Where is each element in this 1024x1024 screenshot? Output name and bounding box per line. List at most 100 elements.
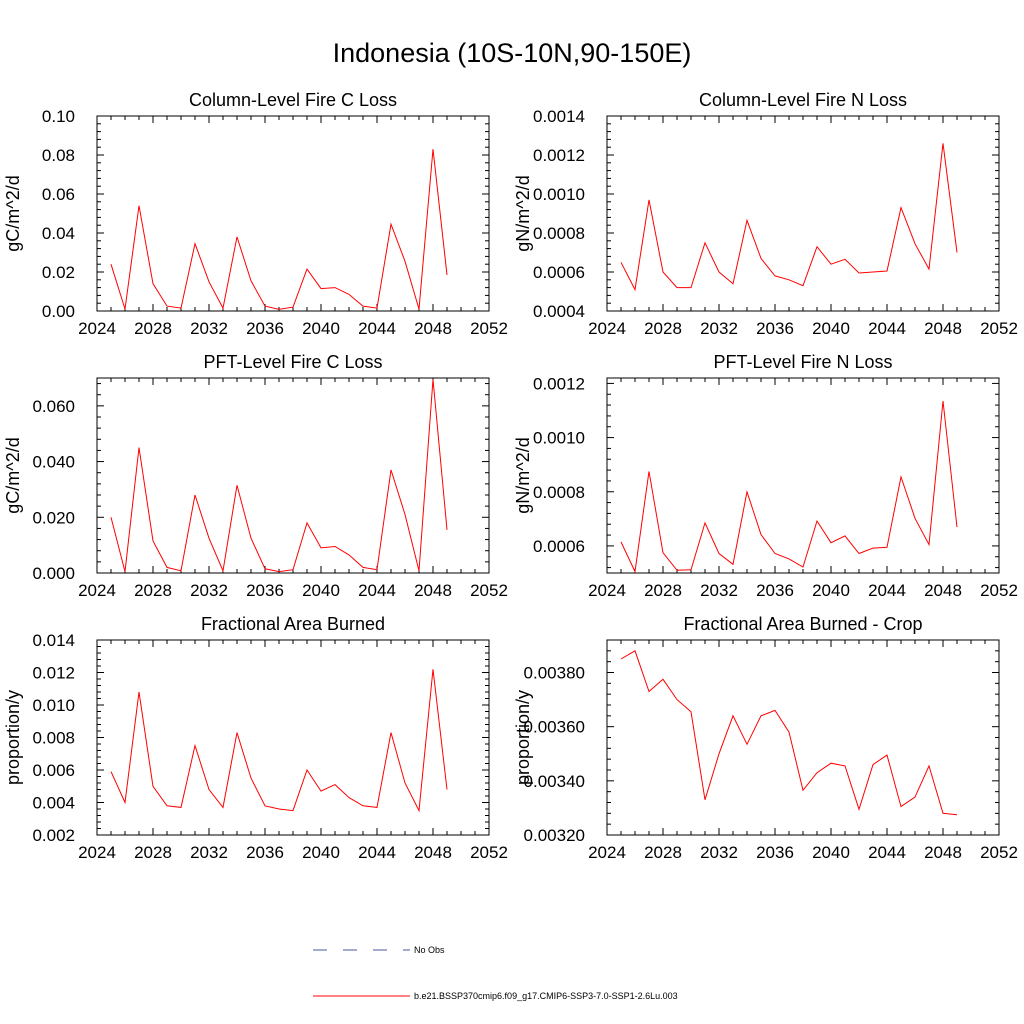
y-tick-label: 0.004 (32, 794, 75, 813)
x-tick-label: 2044 (868, 843, 906, 862)
plot-frame (606, 115, 1000, 312)
x-tick-label: 2024 (588, 319, 626, 338)
y-tick-label: 0.012 (32, 664, 75, 683)
y-tick-label: 0.040 (32, 453, 75, 472)
y-tick-label: 0.06 (42, 185, 75, 204)
chart-panel-2: Column-Level Fire N Loss gN/m^2/d 2024 2028… (513, 90, 1018, 338)
x-tick-label: 2024 (78, 843, 116, 862)
x-tick-label: 2040 (302, 581, 340, 600)
y-tick-label: 0.00380 (524, 664, 585, 683)
chart-panel-4: PFT-Level Fire N Loss gN/m^2/d 2024 2028 203… (513, 352, 1018, 600)
x-tick-label: 2052 (470, 581, 508, 600)
y-axis-label: gC/m^2/d (3, 437, 23, 513)
y-tick-label: 0.0006 (533, 537, 585, 556)
x-tick-label: 2044 (868, 319, 906, 338)
y-axis-label: proportion/y (513, 690, 533, 785)
x-tick-label: 2052 (980, 581, 1018, 600)
x-tick-label: 2032 (190, 581, 228, 600)
y-tick-label: 0.00 (42, 302, 75, 321)
series-line (620, 143, 958, 292)
x-tick-label: 2028 (134, 581, 172, 600)
y-tick-label: 0.0008 (533, 483, 585, 502)
y-tick-label: 0.008 (32, 729, 75, 748)
figure-title: Indonesia (10S-10N,90-150E) (332, 38, 692, 68)
x-tick-label: 2048 (414, 581, 452, 600)
plot-frame (606, 639, 1000, 836)
x-tick-label: 2044 (358, 843, 396, 862)
y-tick-label: 0.0010 (533, 429, 585, 448)
x-tick-label: 2036 (756, 581, 794, 600)
x-tick-label: 2052 (980, 319, 1018, 338)
y-tick-label: 0.02 (42, 263, 75, 282)
legend: No Obs b.e21.BSSP370cmip6.f09_g17.CMIP6-… (313, 945, 678, 1001)
y-tick-label: 0.0014 (533, 107, 585, 126)
x-tick-label: 2036 (246, 581, 284, 600)
legend-label-no-obs: No Obs (414, 945, 445, 955)
series-line (110, 669, 448, 813)
panel-title: Column-Level Fire N Loss (699, 90, 907, 110)
x-tick-label: 2036 (246, 319, 284, 338)
x-tick-label: 2032 (190, 319, 228, 338)
panel-title: PFT-Level Fire N Loss (713, 352, 892, 372)
y-tick-label: 0.0006 (533, 263, 585, 282)
plot-frame (96, 639, 490, 836)
series-line (110, 149, 448, 310)
chart-panel-5: Fractional Area Burned proportion/y 2024 20… (3, 614, 508, 862)
x-tick-label: 2028 (644, 319, 682, 338)
y-tick-label: 0.060 (32, 397, 75, 416)
x-tick-label: 2040 (302, 843, 340, 862)
y-tick-label: 0.0004 (533, 302, 585, 321)
y-tick-label: 0.00360 (524, 718, 585, 737)
panel-title: PFT-Level Fire C Loss (203, 352, 382, 372)
x-tick-label: 2040 (812, 843, 850, 862)
x-tick-label: 2048 (414, 319, 452, 338)
x-tick-label: 2040 (812, 319, 850, 338)
y-tick-label: 0.0012 (533, 146, 585, 165)
x-tick-label: 2044 (358, 581, 396, 600)
series-line (110, 379, 448, 573)
x-tick-label: 2032 (700, 319, 738, 338)
chart-panel-6: Fractional Area Burned - Crop proportion/… (513, 614, 1018, 862)
y-axis-label: gC/m^2/d (3, 175, 23, 251)
y-axis-label: gN/m^2/d (513, 437, 533, 513)
x-tick-label: 2036 (246, 843, 284, 862)
x-tick-label: 2032 (190, 843, 228, 862)
y-tick-label: 0.002 (32, 826, 75, 845)
x-tick-label: 2048 (414, 843, 452, 862)
x-tick-label: 2024 (78, 319, 116, 338)
y-tick-label: 0.010 (32, 696, 75, 715)
y-tick-label: 0.020 (32, 508, 75, 527)
x-tick-label: 2024 (588, 843, 626, 862)
chart-panel-3: PFT-Level Fire C Loss gC/m^2/d 2024 2028 203… (3, 352, 508, 600)
x-tick-label: 2052 (470, 843, 508, 862)
panel-title: Fractional Area Burned (201, 614, 385, 634)
series-line (620, 400, 958, 574)
panel-title: Fractional Area Burned - Crop (683, 614, 922, 634)
x-tick-label: 2032 (700, 843, 738, 862)
y-axis-label: proportion/y (3, 690, 23, 785)
x-tick-label: 2036 (756, 319, 794, 338)
x-tick-label: 2028 (134, 319, 172, 338)
y-tick-label: 0.00320 (524, 826, 585, 845)
panel-title: Column-Level Fire C Loss (189, 90, 397, 110)
x-tick-label: 2024 (78, 581, 116, 600)
chart-panel-1: Column-Level Fire C Loss gC/m^2/d 2024 2028… (3, 90, 508, 338)
y-tick-label: 0.000 (32, 564, 75, 583)
y-tick-label: 0.0012 (533, 374, 585, 393)
x-tick-label: 2048 (924, 319, 962, 338)
plot-frame (96, 377, 490, 574)
x-tick-label: 2052 (470, 319, 508, 338)
y-tick-label: 0.0008 (533, 224, 585, 243)
x-tick-label: 2028 (134, 843, 172, 862)
x-tick-label: 2052 (980, 843, 1018, 862)
legend-label-model: b.e21.BSSP370cmip6.f09_g17.CMIP6-SSP3-7.… (414, 991, 678, 1001)
y-tick-label: 0.10 (42, 107, 75, 126)
y-tick-label: 0.00340 (524, 772, 585, 791)
x-tick-label: 2028 (644, 581, 682, 600)
x-tick-label: 2044 (868, 581, 906, 600)
panels: Column-Level Fire C Loss gC/m^2/d 2024 2028… (3, 90, 1018, 862)
plot-frame (606, 377, 1000, 574)
y-axis-label: gN/m^2/d (513, 175, 533, 251)
y-tick-label: 0.014 (32, 631, 75, 650)
